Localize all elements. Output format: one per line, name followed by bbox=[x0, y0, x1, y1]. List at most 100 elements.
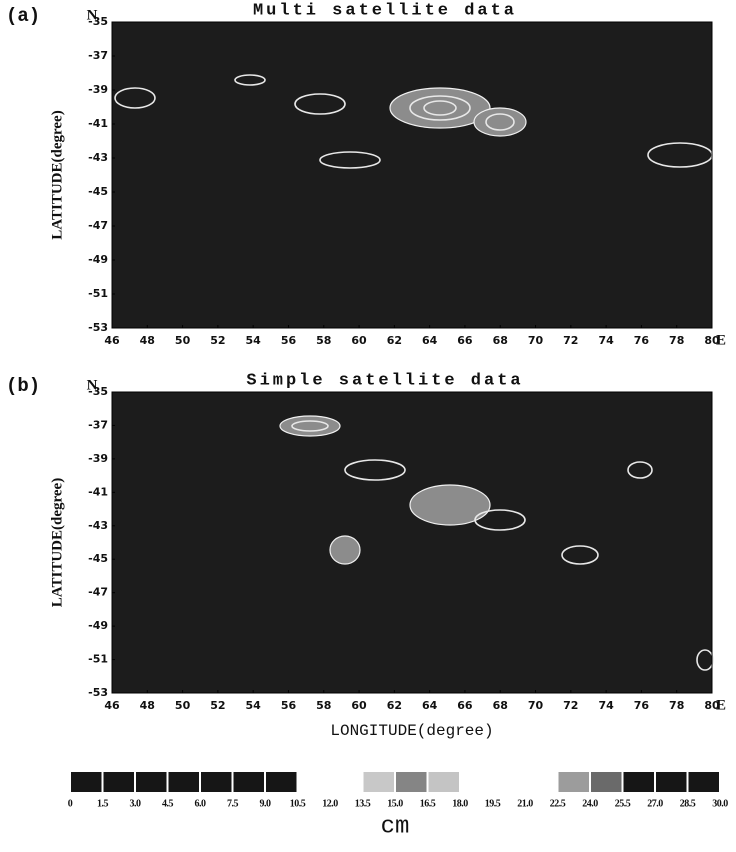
colorbar-tick-label: 12.0 bbox=[322, 798, 338, 809]
x-tick-label: 56 bbox=[281, 334, 297, 347]
y-tick-label: -47 bbox=[88, 219, 108, 232]
x-tick-label: 48 bbox=[140, 699, 155, 712]
y-tick-label: -53 bbox=[88, 321, 108, 334]
x-tick-label: 56 bbox=[281, 699, 297, 712]
panel-label: (b) bbox=[6, 375, 40, 397]
y-tick-label: -35 bbox=[88, 385, 108, 398]
colorbar-tick-label: 13.5 bbox=[355, 798, 371, 809]
x-tick-label: 60 bbox=[351, 334, 367, 347]
colorbar-tick-label: 10.5 bbox=[290, 798, 306, 809]
contour-feature bbox=[294, 93, 346, 115]
east-label: E bbox=[716, 697, 726, 713]
x-tick-label: 72 bbox=[563, 334, 578, 347]
x-tick-label: 62 bbox=[387, 334, 402, 347]
colorbar-tick-label: 22.5 bbox=[550, 798, 566, 809]
plot-frame bbox=[111, 21, 713, 329]
x-tick-label: 78 bbox=[669, 699, 684, 712]
colorbar-segment bbox=[266, 772, 297, 792]
colorbar-tick-label: 24.0 bbox=[582, 798, 598, 809]
y-tick-label: -53 bbox=[88, 686, 108, 699]
map-background-b bbox=[112, 392, 714, 693]
colorbar-segment bbox=[103, 772, 134, 792]
contour-feature bbox=[485, 113, 515, 131]
contour-feature bbox=[389, 87, 491, 129]
y-tick-label: -51 bbox=[88, 287, 108, 300]
colorbar-tick-label: 0 bbox=[68, 798, 73, 809]
y-tick-label: -37 bbox=[88, 418, 108, 431]
colorbar-segment bbox=[558, 772, 589, 792]
x-tick-label: 66 bbox=[457, 699, 473, 712]
x-tick-label: 54 bbox=[246, 334, 262, 347]
x-tick-label: 50 bbox=[175, 334, 191, 347]
x-tick-label: 46 bbox=[104, 699, 120, 712]
y-tick-label: -51 bbox=[88, 653, 108, 666]
plot-area bbox=[112, 392, 712, 693]
colorbar-unit: cm bbox=[381, 813, 410, 840]
colorbar-tick-label: 28.5 bbox=[680, 798, 696, 809]
colorbar-segment bbox=[71, 772, 102, 792]
colorbar-tick-label: 25.5 bbox=[615, 798, 631, 809]
x-axis-title: LONGITUDE(degree) bbox=[330, 722, 493, 740]
x-tick-label: 76 bbox=[634, 334, 650, 347]
y-tick-label: -43 bbox=[88, 519, 108, 532]
x-tick-label: 74 bbox=[598, 699, 614, 712]
contour-feature bbox=[234, 74, 266, 86]
colorbar-segment bbox=[396, 772, 427, 792]
y-tick-label: -35 bbox=[88, 15, 108, 28]
colorbar-tick-label: 6.0 bbox=[195, 798, 207, 809]
x-tick-label: 60 bbox=[351, 699, 367, 712]
colorbar-tick-label: 3.0 bbox=[130, 798, 142, 809]
x-tick-label: 52 bbox=[210, 699, 225, 712]
colorbar-segment bbox=[233, 772, 264, 792]
colorbar-segment bbox=[623, 772, 654, 792]
x-tick-label: 58 bbox=[316, 699, 331, 712]
x-tick-label: 64 bbox=[422, 334, 438, 347]
plot-frame bbox=[111, 391, 713, 694]
x-tick-label: 52 bbox=[210, 334, 225, 347]
colorbar-tick-label: 1.5 bbox=[97, 798, 109, 809]
x-tick-label: 74 bbox=[598, 334, 614, 347]
colorbar-segment bbox=[201, 772, 232, 792]
contour-feature bbox=[279, 415, 341, 437]
y-tick-label: -47 bbox=[88, 586, 108, 599]
east-label: E bbox=[716, 332, 726, 348]
contour-feature bbox=[627, 461, 653, 479]
colorbar-tick-label: 27.0 bbox=[647, 798, 663, 809]
contour-feature bbox=[409, 484, 491, 526]
contour-feature bbox=[561, 545, 599, 565]
contour-feature bbox=[114, 87, 156, 109]
contour-feature bbox=[291, 420, 329, 432]
contour-feature bbox=[319, 151, 381, 169]
x-tick-label: 70 bbox=[528, 699, 544, 712]
chart-title: Simple satellite data bbox=[246, 371, 523, 390]
y-tick-label: -39 bbox=[88, 83, 108, 96]
y-axis-title: LATITUDE(degree) bbox=[49, 110, 65, 239]
north-label: N bbox=[87, 377, 98, 393]
colorbar-tick-label: 9.0 bbox=[260, 798, 272, 809]
colorbar-segment bbox=[168, 772, 199, 792]
y-tick-label: -43 bbox=[88, 151, 108, 164]
y-tick-label: -39 bbox=[88, 452, 108, 465]
contour-feature bbox=[344, 459, 406, 481]
x-tick-label: 64 bbox=[422, 699, 438, 712]
x-tick-label: 78 bbox=[669, 334, 684, 347]
colorbar-segment bbox=[656, 772, 687, 792]
x-tick-label: 58 bbox=[316, 334, 331, 347]
colorbar-segment bbox=[591, 772, 622, 792]
colorbar-tick-label: 19.5 bbox=[485, 798, 501, 809]
colorbar-tick-label: 15.0 bbox=[387, 798, 403, 809]
colorbar-segment bbox=[688, 772, 719, 792]
y-tick-label: -41 bbox=[88, 117, 108, 130]
x-tick-label: 76 bbox=[634, 699, 650, 712]
x-tick-label: 80 bbox=[704, 699, 720, 712]
contour-feature bbox=[473, 107, 527, 137]
colorbar-tick-label: 18.0 bbox=[452, 798, 468, 809]
x-tick-label: 72 bbox=[563, 699, 578, 712]
y-tick-label: -41 bbox=[88, 485, 108, 498]
chart-title: Multi satellite data bbox=[253, 1, 517, 20]
x-tick-label: 68 bbox=[493, 699, 508, 712]
colorbar-tick-label: 21.0 bbox=[517, 798, 533, 809]
y-tick-label: -45 bbox=[88, 185, 108, 198]
